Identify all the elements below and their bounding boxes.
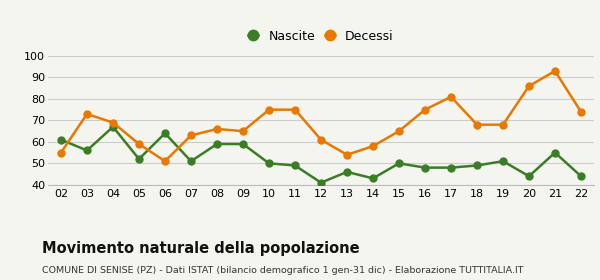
Nascite — [526, 174, 533, 178]
Line: Decessi: Decessi — [58, 67, 584, 165]
Decessi — [499, 123, 506, 126]
Decessi — [161, 160, 169, 163]
Nascite — [473, 164, 481, 167]
Nascite — [551, 151, 559, 154]
Decessi — [83, 112, 91, 116]
Decessi — [58, 151, 65, 154]
Legend: Nascite, Decessi: Nascite, Decessi — [245, 26, 397, 47]
Nascite — [161, 132, 169, 135]
Nascite — [239, 142, 247, 146]
Nascite — [577, 174, 584, 178]
Decessi — [136, 142, 143, 146]
Decessi — [343, 153, 350, 157]
Decessi — [214, 127, 221, 131]
Decessi — [577, 110, 584, 113]
Decessi — [473, 123, 481, 126]
Nascite — [83, 149, 91, 152]
Nascite — [109, 125, 116, 129]
Text: Movimento naturale della popolazione: Movimento naturale della popolazione — [42, 241, 359, 256]
Decessi — [395, 129, 403, 133]
Decessi — [317, 138, 325, 141]
Nascite — [292, 164, 299, 167]
Decessi — [239, 129, 247, 133]
Nascite — [214, 142, 221, 146]
Decessi — [187, 134, 194, 137]
Nascite — [395, 162, 403, 165]
Nascite — [58, 138, 65, 141]
Nascite — [421, 166, 428, 169]
Decessi — [448, 95, 455, 99]
Decessi — [526, 84, 533, 88]
Decessi — [551, 69, 559, 73]
Nascite — [317, 181, 325, 184]
Nascite — [265, 162, 272, 165]
Text: COMUNE DI SENISE (PZ) - Dati ISTAT (bilancio demografico 1 gen-31 dic) - Elabora: COMUNE DI SENISE (PZ) - Dati ISTAT (bila… — [42, 266, 523, 275]
Decessi — [421, 108, 428, 111]
Decessi — [109, 121, 116, 124]
Decessi — [265, 108, 272, 111]
Nascite — [370, 177, 377, 180]
Nascite — [187, 160, 194, 163]
Decessi — [292, 108, 299, 111]
Nascite — [499, 160, 506, 163]
Line: Nascite: Nascite — [58, 123, 584, 186]
Nascite — [343, 170, 350, 174]
Nascite — [448, 166, 455, 169]
Nascite — [136, 157, 143, 161]
Decessi — [370, 144, 377, 148]
